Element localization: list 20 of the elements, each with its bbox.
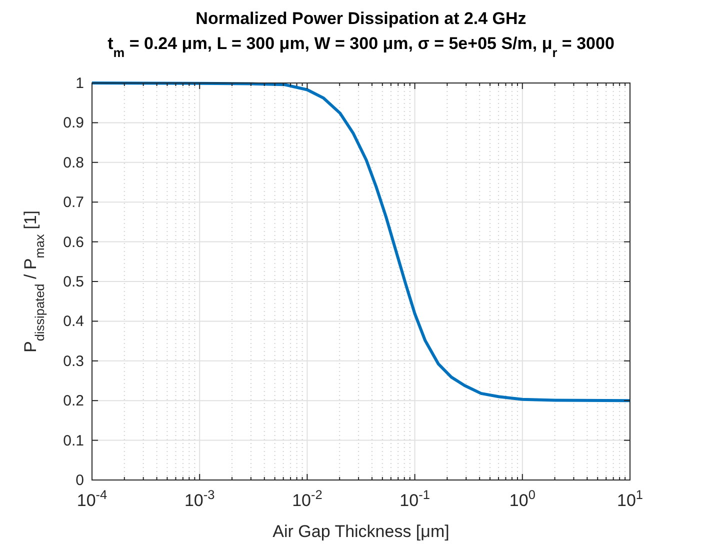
y-tick-label: 0.1 bbox=[63, 432, 84, 450]
y-tick-label: 0.9 bbox=[63, 114, 84, 132]
x-tick-label: 10$^{1}$ bbox=[616, 486, 644, 510]
y-tick-label: 0.6 bbox=[63, 234, 84, 251]
y-tick-label: 0 bbox=[76, 472, 84, 489]
x-tick-label: 10$^{0}$ bbox=[509, 486, 536, 510]
x-tick-label: 10$^{-3}$ bbox=[184, 486, 215, 510]
x-tick-label: 10$^{-1}$ bbox=[400, 486, 430, 510]
y-tick-label: 1 bbox=[76, 75, 84, 92]
chart-subtitle: t$_{m}$ = 0.24 μm, L = 300 μm, W = 300 μm, σ = 5e+05 S/m, μ$_{r}$ = 3000 bbox=[108, 34, 614, 60]
y-tick-label: 0.8 bbox=[63, 154, 84, 172]
x-tick-label: 10$^{-4}$ bbox=[76, 486, 108, 510]
y-tick-label: 0.2 bbox=[63, 392, 84, 410]
y-tick-label: 0.7 bbox=[63, 194, 84, 212]
y-tick-label: 0.3 bbox=[63, 352, 84, 370]
x-tick-label: 10$^{-2}$ bbox=[292, 486, 322, 510]
x-axis-title: Air Gap Thickness [μm] bbox=[272, 522, 450, 541]
y-tick-label: 0.4 bbox=[63, 313, 84, 330]
y-tick-label: 0.5 bbox=[63, 274, 84, 290]
chart-title: Normalized Power Dissipation at 2.4 GHz bbox=[196, 9, 526, 28]
